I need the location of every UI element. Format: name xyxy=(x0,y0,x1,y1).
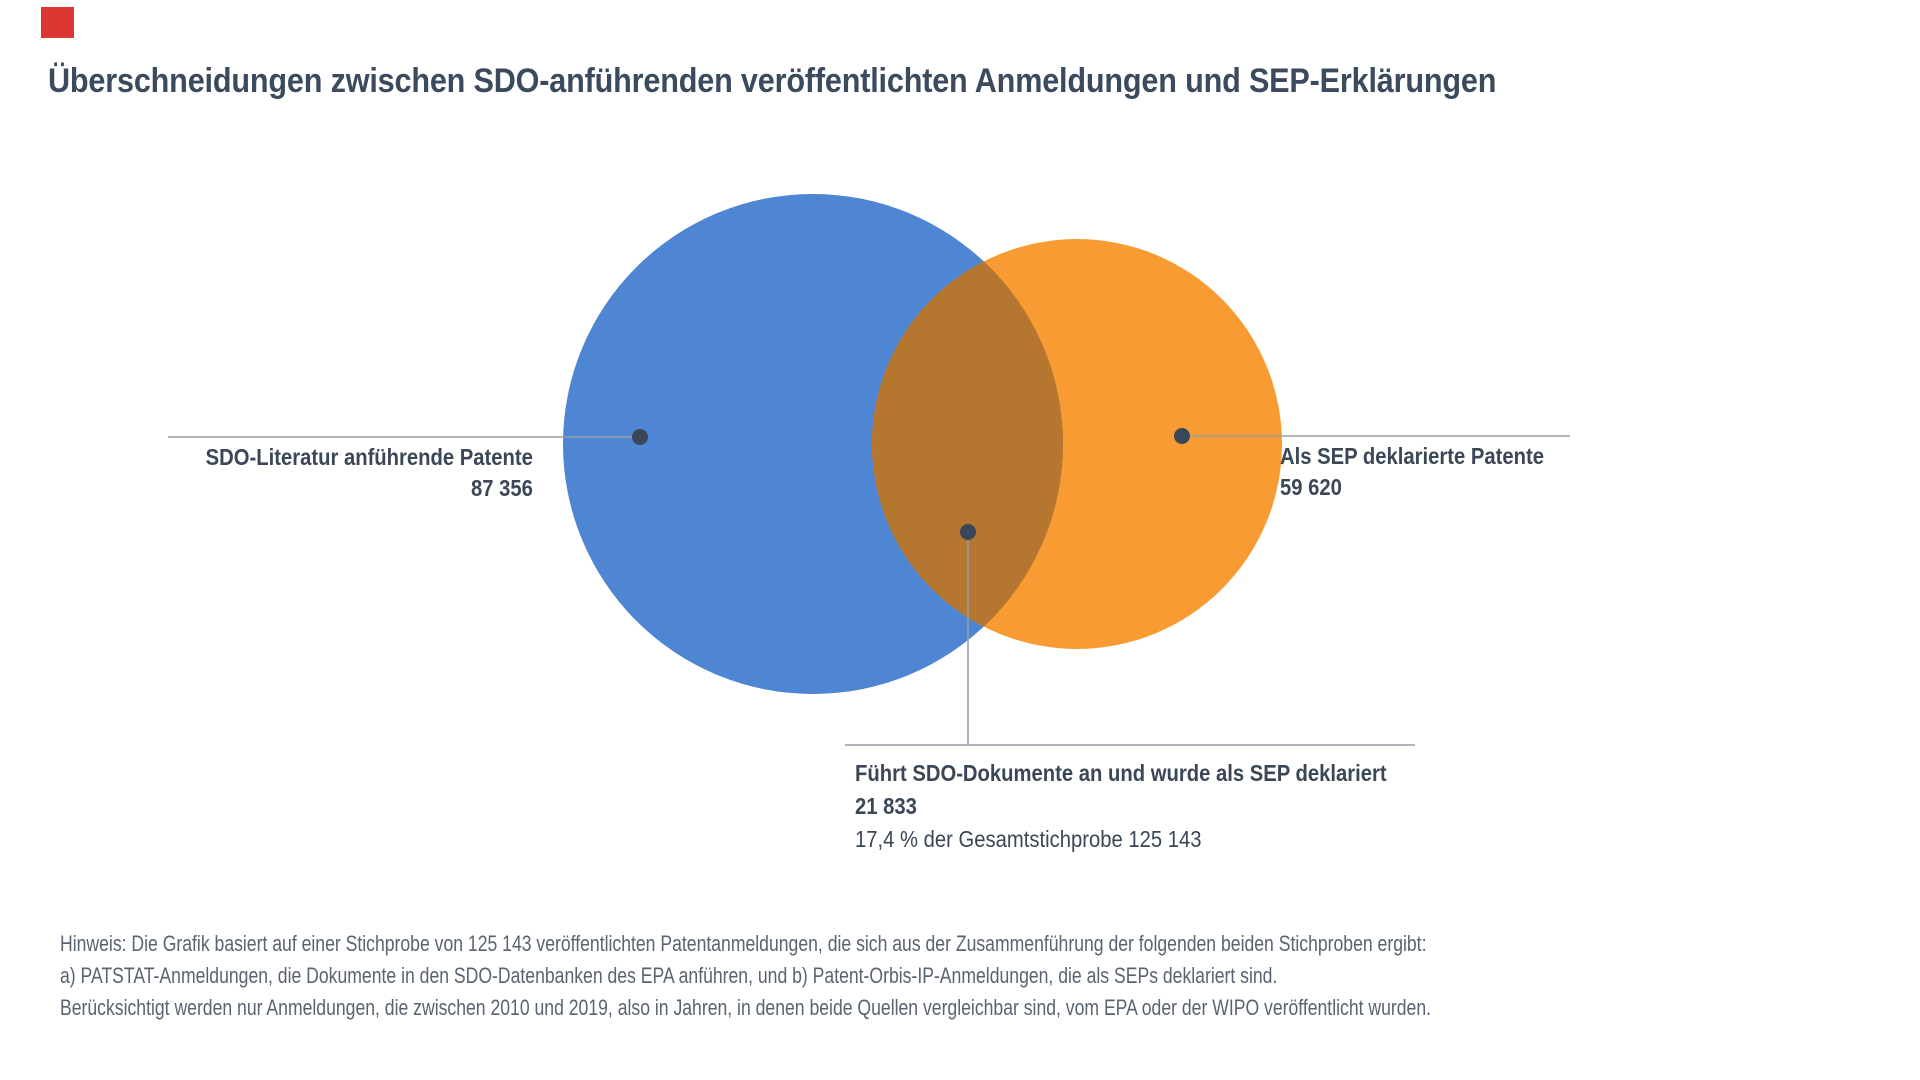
footnote-line-2: a) PATSTAT-Anmeldungen, die Dokumente in… xyxy=(60,963,1278,988)
overlap-share: 17,4 % der Gesamtstichprobe 125 143 xyxy=(855,826,1202,852)
left-set-value: 87 356 xyxy=(471,475,533,501)
left-set-label: SDO-Literatur anführende Patente 87 356 xyxy=(206,442,533,504)
overlap-marker-dot xyxy=(960,524,976,540)
chart-title: Überschneidungen zwischen SDO-anführende… xyxy=(48,62,1497,100)
footnote-line-1: Hinweis: Die Grafik basiert auf einer St… xyxy=(60,931,1427,956)
footnote-line-3: Berücksichtigt werden nur Anmeldungen, d… xyxy=(60,995,1432,1020)
right-set-label: Als SEP deklarierte Patente 59 620 xyxy=(1280,441,1544,503)
overlap-value: 21 833 xyxy=(855,793,917,819)
overlap-label: Führt SDO-Dokumente an und wurde als SEP… xyxy=(855,757,1387,856)
left-set-name: SDO-Literatur anführende Patente xyxy=(205,444,533,470)
venn-overlap-region xyxy=(871,261,1064,627)
red-square-logo xyxy=(41,7,74,38)
overlap-name: Führt SDO-Dokumente an und wurde als SEP… xyxy=(855,760,1387,786)
left-marker-dot xyxy=(632,429,648,445)
right-set-value: 59 620 xyxy=(1280,474,1342,500)
footnote: Hinweis: Die Grafik basiert auf einer St… xyxy=(60,928,1431,1024)
right-set-name: Als SEP deklarierte Patente xyxy=(1280,443,1544,469)
right-marker-dot xyxy=(1174,428,1190,444)
